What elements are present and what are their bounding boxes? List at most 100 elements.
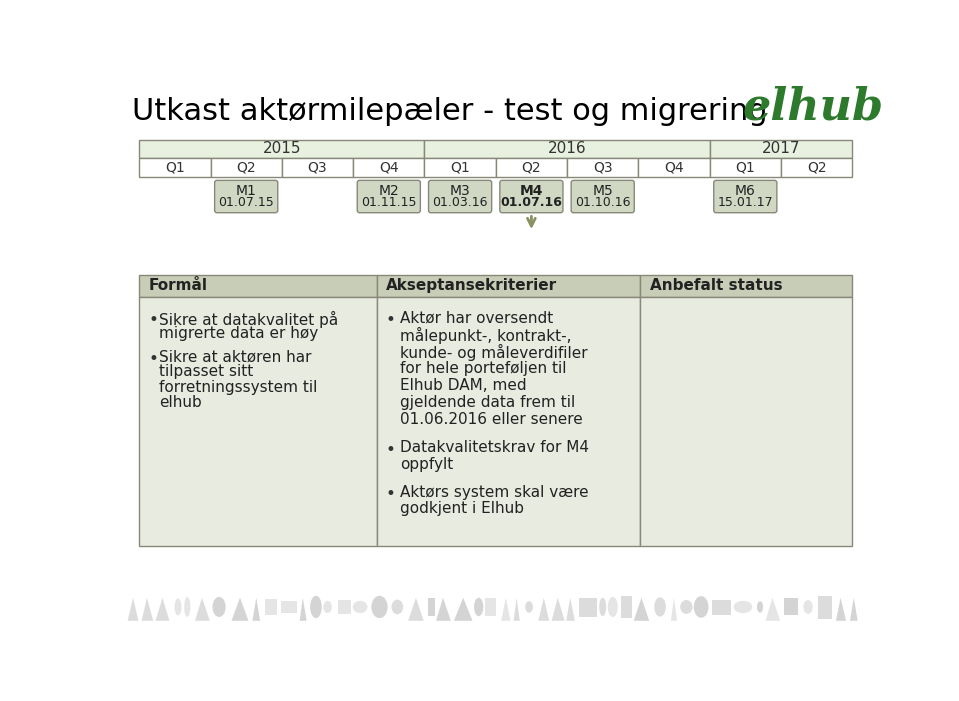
FancyBboxPatch shape	[353, 158, 425, 177]
Text: M2: M2	[379, 184, 399, 198]
FancyBboxPatch shape	[572, 180, 634, 212]
Text: 01.07.16: 01.07.16	[501, 196, 562, 209]
FancyBboxPatch shape	[710, 139, 853, 158]
Text: Q3: Q3	[308, 161, 327, 175]
Bar	[338, 600, 351, 614]
Text: Elhub DAM, med: Elhub DAM, med	[400, 379, 526, 393]
FancyBboxPatch shape	[377, 275, 641, 297]
Text: •: •	[149, 350, 158, 368]
FancyBboxPatch shape	[215, 180, 278, 212]
Bar	[579, 598, 596, 617]
Text: •: •	[386, 441, 396, 458]
Text: Utkast aktørmilepæler - test og migrering: Utkast aktørmilepæler - test og migrerin…	[131, 97, 767, 125]
FancyBboxPatch shape	[639, 158, 710, 177]
Polygon shape	[142, 598, 153, 621]
Text: kunde- og måleverdifiler: kunde- og måleverdifiler	[400, 344, 588, 362]
Bar	[818, 596, 832, 618]
Text: elhub: elhub	[159, 395, 202, 410]
FancyBboxPatch shape	[139, 297, 377, 546]
Polygon shape	[195, 598, 210, 621]
Text: forretningssystem til: forretningssystem til	[159, 380, 317, 395]
Text: Q4: Q4	[379, 161, 399, 175]
Ellipse shape	[757, 601, 763, 613]
Text: gjeldende data frem til: gjeldende data frem til	[400, 395, 575, 410]
Text: •: •	[149, 311, 158, 329]
FancyBboxPatch shape	[429, 180, 492, 212]
FancyBboxPatch shape	[641, 275, 853, 297]
Text: Q1: Q1	[165, 161, 185, 175]
Bar	[621, 596, 632, 618]
Text: 2017: 2017	[761, 142, 800, 156]
Bar	[784, 599, 798, 615]
Text: 01.06.2016 eller senere: 01.06.2016 eller senere	[400, 412, 583, 427]
FancyBboxPatch shape	[713, 180, 777, 212]
Ellipse shape	[184, 597, 191, 617]
Polygon shape	[252, 598, 260, 621]
Ellipse shape	[693, 596, 709, 618]
Ellipse shape	[599, 598, 606, 616]
FancyBboxPatch shape	[358, 180, 420, 212]
Text: 2016: 2016	[548, 142, 586, 156]
FancyBboxPatch shape	[282, 158, 353, 177]
Text: Q2: Q2	[236, 161, 256, 175]
Ellipse shape	[353, 601, 367, 613]
Ellipse shape	[175, 599, 181, 615]
Polygon shape	[299, 598, 307, 621]
Polygon shape	[634, 598, 649, 621]
FancyBboxPatch shape	[377, 297, 641, 546]
Polygon shape	[765, 598, 781, 621]
Text: •: •	[386, 485, 396, 503]
Text: •: •	[386, 311, 396, 329]
Polygon shape	[454, 598, 473, 621]
Polygon shape	[436, 598, 451, 621]
Polygon shape	[231, 598, 248, 621]
Polygon shape	[502, 598, 510, 621]
Text: tilpasset sitt: tilpasset sitt	[159, 365, 253, 379]
Polygon shape	[514, 598, 520, 621]
Text: 15.01.17: 15.01.17	[717, 196, 773, 209]
Polygon shape	[836, 598, 846, 621]
Text: Q4: Q4	[665, 161, 684, 175]
FancyBboxPatch shape	[139, 275, 377, 297]
Polygon shape	[538, 598, 550, 621]
Polygon shape	[155, 598, 170, 621]
Ellipse shape	[474, 598, 483, 616]
Text: Formål: Formål	[149, 278, 207, 293]
Polygon shape	[566, 598, 574, 621]
Ellipse shape	[391, 599, 403, 614]
FancyBboxPatch shape	[425, 139, 710, 158]
FancyBboxPatch shape	[567, 158, 639, 177]
Text: 01.10.16: 01.10.16	[575, 196, 630, 209]
Text: M5: M5	[593, 184, 613, 198]
Ellipse shape	[213, 597, 225, 617]
Text: Q1: Q1	[450, 161, 470, 175]
Text: migrerte data er høy: migrerte data er høy	[159, 326, 318, 341]
Text: 01.07.15: 01.07.15	[219, 196, 274, 209]
Text: Q2: Q2	[522, 161, 541, 175]
Text: for hele porteføljen til: for hele porteføljen til	[400, 361, 567, 376]
Ellipse shape	[680, 600, 692, 614]
Ellipse shape	[608, 597, 618, 617]
Ellipse shape	[804, 600, 812, 614]
Text: målepunkt-, kontrakt-,: målepunkt-, kontrakt-,	[400, 327, 572, 344]
Text: Akseptansekriterier: Akseptansekriterier	[386, 278, 557, 293]
Text: 01.03.16: 01.03.16	[433, 196, 488, 209]
Bar	[485, 599, 496, 616]
Text: Datakvalitetskrav for M4: Datakvalitetskrav for M4	[400, 440, 589, 455]
Text: Aktør har oversendt: Aktør har oversendt	[400, 311, 553, 325]
Text: M4: M4	[520, 184, 543, 198]
Text: 01.11.15: 01.11.15	[361, 196, 416, 209]
Ellipse shape	[310, 596, 322, 618]
Text: Q2: Q2	[807, 161, 827, 175]
Ellipse shape	[371, 596, 387, 618]
Polygon shape	[551, 598, 565, 621]
Text: Sikre at datakvalitet på: Sikre at datakvalitet på	[159, 311, 339, 327]
Text: godkjent i Elhub: godkjent i Elhub	[400, 501, 524, 517]
FancyBboxPatch shape	[500, 180, 563, 212]
Text: Aktørs system skal være: Aktørs system skal være	[400, 484, 589, 500]
FancyBboxPatch shape	[425, 158, 496, 177]
Text: M6: M6	[735, 184, 756, 198]
Bar	[265, 599, 277, 615]
FancyBboxPatch shape	[781, 158, 853, 177]
FancyBboxPatch shape	[211, 158, 282, 177]
